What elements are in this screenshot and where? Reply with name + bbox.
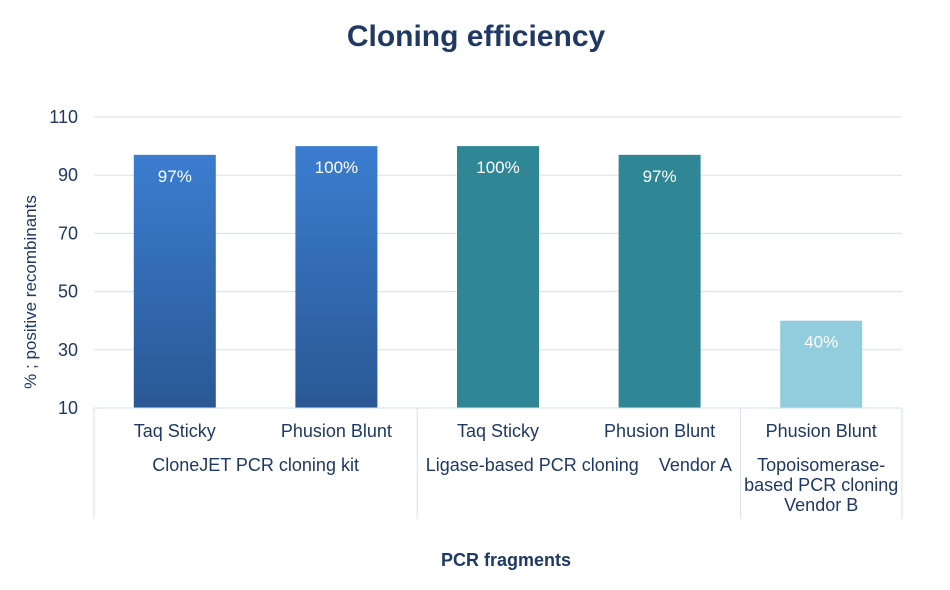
y-tick-label: 10 <box>58 398 78 418</box>
x-group-label: Ligase-based PCR cloning Vendor A <box>426 455 732 475</box>
bar <box>133 154 216 408</box>
bar <box>780 320 863 408</box>
x-category-label: Phusion Blunt <box>281 421 392 441</box>
data-label: 97% <box>643 167 677 186</box>
x-category-label: Taq Sticky <box>134 421 216 441</box>
y-tick-label: 110 <box>49 107 78 127</box>
data-label: 40% <box>804 333 838 352</box>
data-label: 97% <box>158 167 192 186</box>
bar <box>618 154 701 408</box>
bar <box>295 146 378 408</box>
bar <box>457 146 539 408</box>
y-tick-label: 90 <box>58 165 78 185</box>
y-tick-label: 70 <box>58 223 78 243</box>
x-category-label: Phusion Blunt <box>766 421 877 441</box>
y-tick-label: 50 <box>58 282 78 302</box>
data-label: 100% <box>315 158 358 177</box>
chart-title: Cloning efficiency <box>347 20 606 53</box>
x-group-label: Vendor B <box>784 495 858 515</box>
x-group-label: based PCR cloning <box>744 475 898 495</box>
x-category-label: Taq Sticky <box>457 421 539 441</box>
y-axis-label: % ; positive recombinants <box>21 195 40 389</box>
x-group-label: Topoisomerase- <box>757 455 885 475</box>
data-label: 100% <box>476 158 519 177</box>
x-axis-label: PCR fragments <box>441 550 571 570</box>
y-tick-label: 30 <box>58 340 78 360</box>
x-group-label: CloneJET PCR cloning kit <box>152 455 359 475</box>
x-category-label: Phusion Blunt <box>604 421 715 441</box>
